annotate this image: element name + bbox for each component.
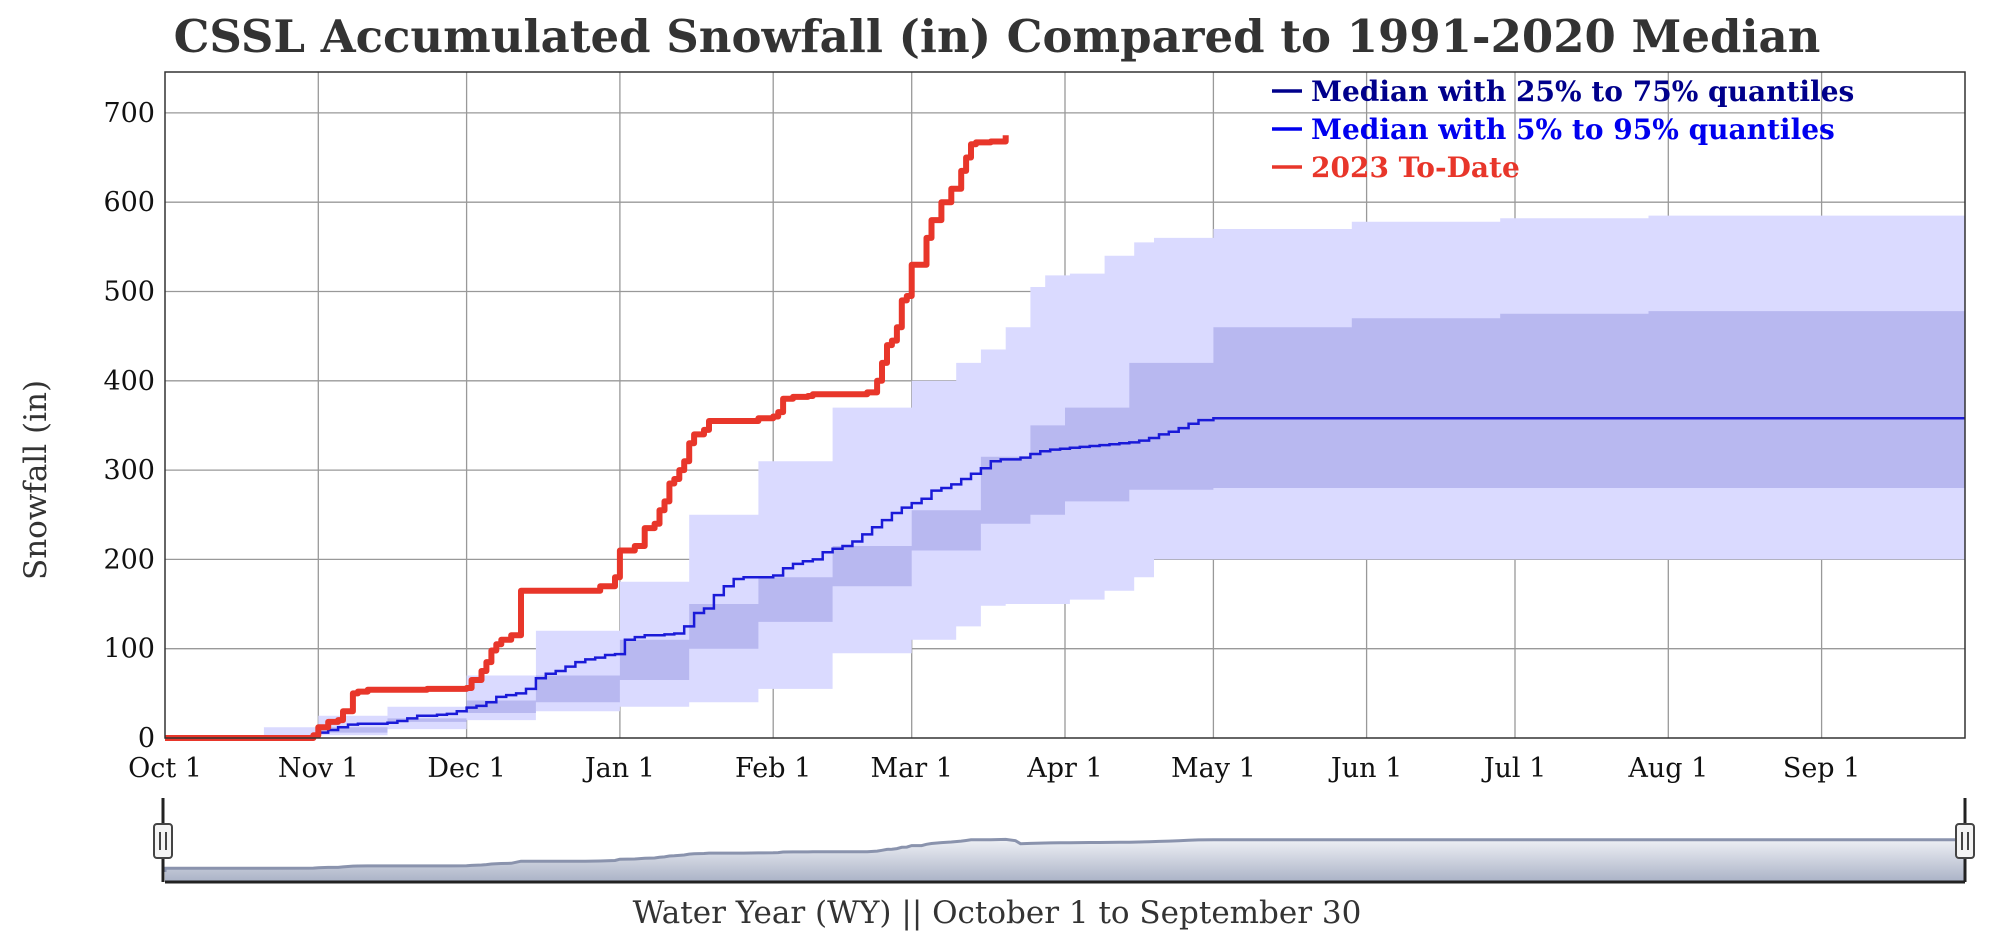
y-tick-label: 500 bbox=[103, 277, 155, 308]
y-tick-label: 600 bbox=[103, 187, 155, 218]
navigator-line bbox=[163, 837, 1965, 872]
x-tick-label: Oct 1 bbox=[128, 753, 202, 784]
y-tick-label: 300 bbox=[103, 455, 155, 486]
x-tick-label: Mar 1 bbox=[870, 753, 952, 784]
y-tick-label: 100 bbox=[103, 634, 155, 665]
x-tick-label: Jul 1 bbox=[1481, 753, 1547, 784]
legend-item: Median with 25% to 75% quantiles bbox=[1272, 75, 1854, 108]
x-tick-label: Jan 1 bbox=[582, 753, 655, 784]
x-axis-label: Water Year (WY) || October 1 to Septembe… bbox=[633, 895, 1362, 931]
y-tick-label: 200 bbox=[103, 544, 155, 575]
x-tick-label: Nov 1 bbox=[278, 753, 359, 784]
x-tick-label: Feb 1 bbox=[735, 753, 811, 784]
y-axis-ticks: 0 100 200 300 400 500 600 700 bbox=[103, 98, 155, 754]
legend-label: Median with 25% to 75% quantiles bbox=[1311, 75, 1854, 108]
x-tick-label: Jun 1 bbox=[1328, 753, 1402, 784]
y-tick-label: 400 bbox=[103, 366, 155, 397]
y-tick-label: 0 bbox=[138, 723, 155, 754]
plot-frame bbox=[164, 71, 1966, 739]
legend: Median with 25% to 75% quantiles Median w… bbox=[1272, 75, 1854, 184]
y-tick-label: 700 bbox=[103, 98, 155, 129]
legend-label: Median with 5% to 95% quantiles bbox=[1311, 113, 1835, 146]
range-navigator[interactable] bbox=[153, 798, 1975, 884]
navigator-area bbox=[165, 839, 1965, 882]
navigator-left-handle[interactable] bbox=[153, 823, 173, 859]
x-tick-label: May 1 bbox=[1171, 753, 1256, 784]
legend-item: Median with 5% to 95% quantiles bbox=[1272, 113, 1835, 146]
x-axis-ticks: Oct 1 Nov 1 Dec 1 Jan 1 Feb 1 Mar 1 Apr 1 May 1… bbox=[128, 753, 1860, 784]
current-year-line bbox=[165, 135, 1009, 741]
legend-label: 2023 To-Date bbox=[1311, 151, 1520, 184]
navigator-right-handle[interactable] bbox=[1955, 823, 1975, 859]
x-tick-label: Aug 1 bbox=[1627, 753, 1708, 784]
median-line bbox=[165, 417, 1965, 740]
x-tick-label: Dec 1 bbox=[427, 753, 506, 784]
x-tick-label: Apr 1 bbox=[1026, 753, 1102, 784]
x-tick-label: Sep 1 bbox=[1783, 753, 1861, 784]
legend-item: 2023 To-Date bbox=[1272, 151, 1520, 184]
series-lines bbox=[165, 135, 1965, 741]
chart-title: CSSL Accumulated Snowfall (in) Compared … bbox=[174, 10, 1821, 63]
y-axis-label: Snowfall (in) bbox=[18, 380, 54, 580]
